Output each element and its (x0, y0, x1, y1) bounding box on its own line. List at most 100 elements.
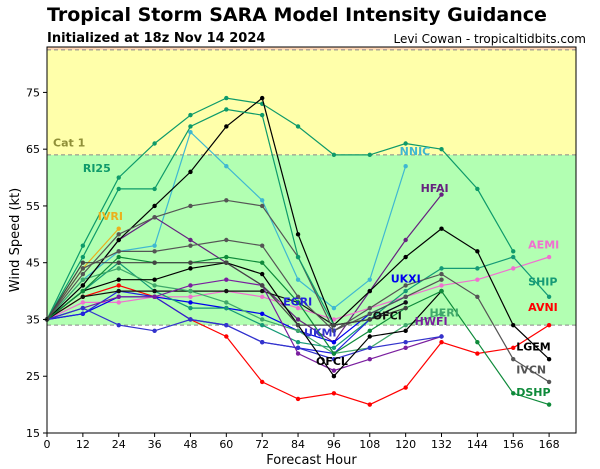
series-point (152, 215, 157, 220)
series-label-dshp: DSHP (516, 386, 550, 399)
series-point (224, 124, 229, 129)
series-point (188, 288, 193, 294)
series-point (295, 351, 301, 356)
series-label-avni: AVNI (528, 301, 558, 314)
category-bands (47, 47, 576, 433)
series-point (403, 237, 408, 243)
series-point (188, 300, 193, 305)
series-point (475, 339, 480, 345)
series-point (116, 249, 121, 254)
x-tick-label: 72 (255, 438, 269, 451)
series-point (439, 334, 444, 339)
series-line-heri (46, 267, 442, 355)
series-point (439, 146, 444, 152)
series-point (403, 288, 408, 294)
series-point (116, 260, 121, 265)
series-point (331, 374, 337, 379)
y-tick-label: 45 (26, 257, 40, 270)
series-point (224, 305, 229, 311)
x-tick-label: 60 (219, 438, 233, 451)
series-point (403, 328, 408, 334)
series-point (511, 266, 516, 271)
series-point (331, 351, 337, 356)
series-point (331, 391, 337, 396)
series-label-egri: EGRI (283, 295, 312, 308)
series-point (259, 379, 265, 385)
series-point (295, 305, 301, 311)
series-point (331, 328, 337, 334)
series-point (403, 141, 408, 146)
x-tick-label: 144 (467, 438, 488, 451)
series-point (188, 112, 193, 118)
series-label-aemi: AEMI (528, 239, 559, 252)
category-label-0: Cat 1 (53, 136, 85, 149)
series-point (152, 260, 157, 265)
plot-frame (46, 46, 577, 434)
series-point (403, 283, 408, 288)
series-point (295, 328, 301, 334)
series-label-nnic: NNIC (400, 145, 431, 158)
series-label-ukxi: UKXI (391, 273, 421, 286)
series-point (152, 277, 157, 282)
series-point (367, 152, 372, 158)
series-point (116, 175, 121, 180)
series-point (295, 277, 301, 282)
series-point (80, 288, 86, 294)
chart-subtitle: Initialized at 18z Nov 14 2024 (47, 31, 266, 46)
band-2 (47, 47, 576, 155)
series-point (188, 124, 193, 129)
series-point (403, 164, 408, 169)
series-point (80, 294, 86, 299)
series-point (188, 317, 193, 322)
series-point (475, 294, 480, 299)
series-point (439, 192, 444, 197)
series-point (546, 357, 552, 362)
series-point (295, 322, 301, 328)
series-point (295, 339, 301, 345)
series-point (403, 385, 408, 390)
series-line-ri25 (46, 97, 514, 320)
y-axis-label: Wind Speed (kt) (8, 188, 23, 292)
series-point (80, 243, 86, 248)
series-point (511, 322, 516, 328)
series-lines (44, 95, 552, 407)
x-tick-label: 96 (327, 438, 341, 451)
series-point (295, 124, 301, 129)
x-tick-label: 132 (431, 438, 452, 451)
series-point (475, 249, 480, 254)
series-point (259, 271, 265, 277)
series-point (367, 334, 372, 339)
series-point (403, 322, 408, 328)
series-point (188, 203, 193, 209)
series-point (367, 277, 372, 282)
x-tick-label: 168 (539, 438, 560, 451)
series-point (331, 339, 337, 345)
series-point (439, 288, 444, 294)
x-tick-label: 48 (183, 438, 197, 451)
series-point (152, 141, 157, 146)
series-point (331, 368, 337, 373)
series-point (295, 317, 301, 322)
series-point (259, 198, 265, 203)
series-point (152, 249, 157, 254)
series-point (511, 391, 516, 396)
series-label-ivri: IVRI (98, 210, 123, 223)
series-point (259, 339, 265, 345)
threshold-lines: Cat 1 (47, 49, 576, 326)
series-point (295, 300, 301, 305)
series-point (188, 169, 193, 175)
series-point (224, 288, 229, 294)
series-point (439, 283, 444, 288)
series-point (367, 328, 372, 334)
series-point (295, 345, 301, 351)
series-point (546, 294, 552, 299)
series-point (546, 322, 552, 328)
series-point (116, 283, 121, 288)
series-point (511, 249, 516, 254)
series-point (475, 186, 480, 192)
series-point (439, 266, 444, 271)
series-point (259, 322, 265, 328)
series-point (259, 294, 265, 299)
series-point (116, 186, 121, 192)
